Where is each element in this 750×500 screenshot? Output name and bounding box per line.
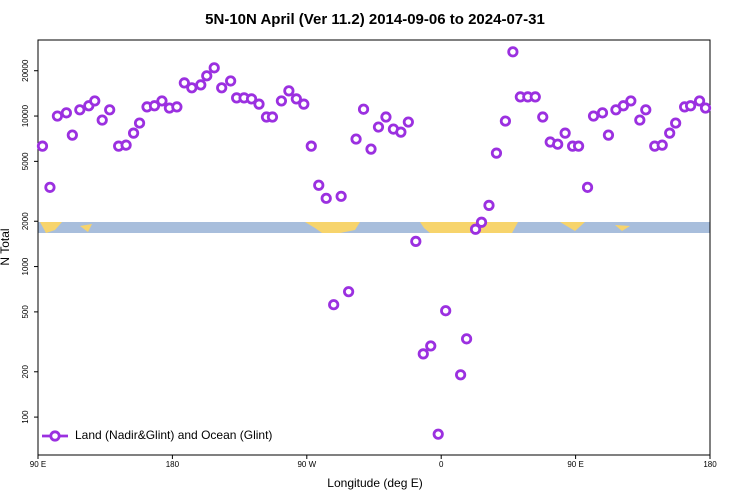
point <box>490 147 503 159</box>
x-tick-label: 0 <box>439 460 444 469</box>
point <box>350 133 362 145</box>
point <box>499 115 512 127</box>
point <box>127 127 140 139</box>
legend-marker <box>49 430 61 442</box>
x-tick-label: 90 E <box>567 460 583 469</box>
point <box>66 129 78 141</box>
point <box>483 199 495 211</box>
point <box>684 100 697 112</box>
y-tick-label: 20000 <box>21 59 30 82</box>
point <box>171 101 183 113</box>
point <box>51 110 64 122</box>
point <box>602 129 615 141</box>
point <box>148 100 161 112</box>
point <box>581 181 594 193</box>
point <box>402 116 414 128</box>
point <box>670 117 682 129</box>
y-tick-label: 100 <box>21 410 30 424</box>
point <box>275 95 288 107</box>
point <box>225 75 237 87</box>
point <box>156 95 168 107</box>
point <box>529 91 541 103</box>
point <box>253 98 265 110</box>
point <box>395 126 407 138</box>
point <box>283 85 295 97</box>
point <box>559 127 571 139</box>
point <box>634 114 646 126</box>
point <box>36 140 49 152</box>
point <box>120 139 132 151</box>
point <box>596 107 609 119</box>
point <box>699 102 712 114</box>
y-tick-label: 500 <box>21 305 30 319</box>
point <box>455 369 467 381</box>
point <box>440 305 452 317</box>
point <box>357 103 370 115</box>
point <box>572 140 585 152</box>
point <box>475 216 488 228</box>
x-tick-label: 90 W <box>297 460 316 469</box>
x-tick-label: 180 <box>703 460 717 469</box>
point <box>693 95 706 107</box>
y-tick-label: 2000 <box>21 212 30 230</box>
x-tick-label: 90 E <box>30 460 46 469</box>
y-tick-label: 200 <box>21 365 30 379</box>
point <box>74 104 86 116</box>
point <box>208 62 220 74</box>
point <box>178 77 190 89</box>
legend-label: Land (Nadir&Glint) and Ocean (Glint) <box>75 428 272 442</box>
point <box>305 140 317 152</box>
chart-title: 5N-10N April (Ver 11.2) 2014-09-06 to 20… <box>205 11 545 28</box>
map-strip <box>38 222 710 233</box>
point <box>44 181 56 193</box>
point <box>245 93 258 105</box>
point <box>328 299 340 311</box>
point <box>201 70 213 82</box>
point <box>372 121 385 133</box>
point <box>625 95 637 107</box>
point <box>425 340 437 352</box>
point <box>664 127 676 139</box>
point <box>617 100 629 112</box>
point <box>298 98 310 110</box>
point <box>343 286 355 298</box>
point <box>290 93 302 105</box>
point <box>507 46 519 58</box>
point <box>133 117 146 129</box>
point <box>313 179 325 191</box>
point <box>460 333 473 345</box>
point <box>537 111 549 123</box>
point <box>89 95 101 107</box>
point <box>104 104 116 116</box>
point <box>410 235 422 247</box>
point <box>587 110 600 122</box>
point <box>96 114 108 126</box>
y-tick-label: 5000 <box>21 152 30 170</box>
point <box>380 111 392 123</box>
point <box>656 139 668 151</box>
point <box>216 82 228 94</box>
y-axis-label: N Total <box>0 228 12 265</box>
point <box>195 79 207 91</box>
point <box>469 223 482 235</box>
point <box>320 192 332 204</box>
point <box>417 348 429 360</box>
point <box>552 138 564 150</box>
point <box>432 428 444 440</box>
x-axis-label: Longitude (deg E) <box>327 476 422 490</box>
point <box>365 143 377 155</box>
point <box>335 190 347 202</box>
x-tick-label: 180 <box>166 460 180 469</box>
point <box>60 107 72 119</box>
y-tick-label: 10000 <box>21 104 30 127</box>
point <box>640 104 652 116</box>
point <box>186 82 198 94</box>
point <box>266 111 279 123</box>
y-tick-label: 1000 <box>21 257 30 275</box>
plot-frame <box>37 39 711 456</box>
